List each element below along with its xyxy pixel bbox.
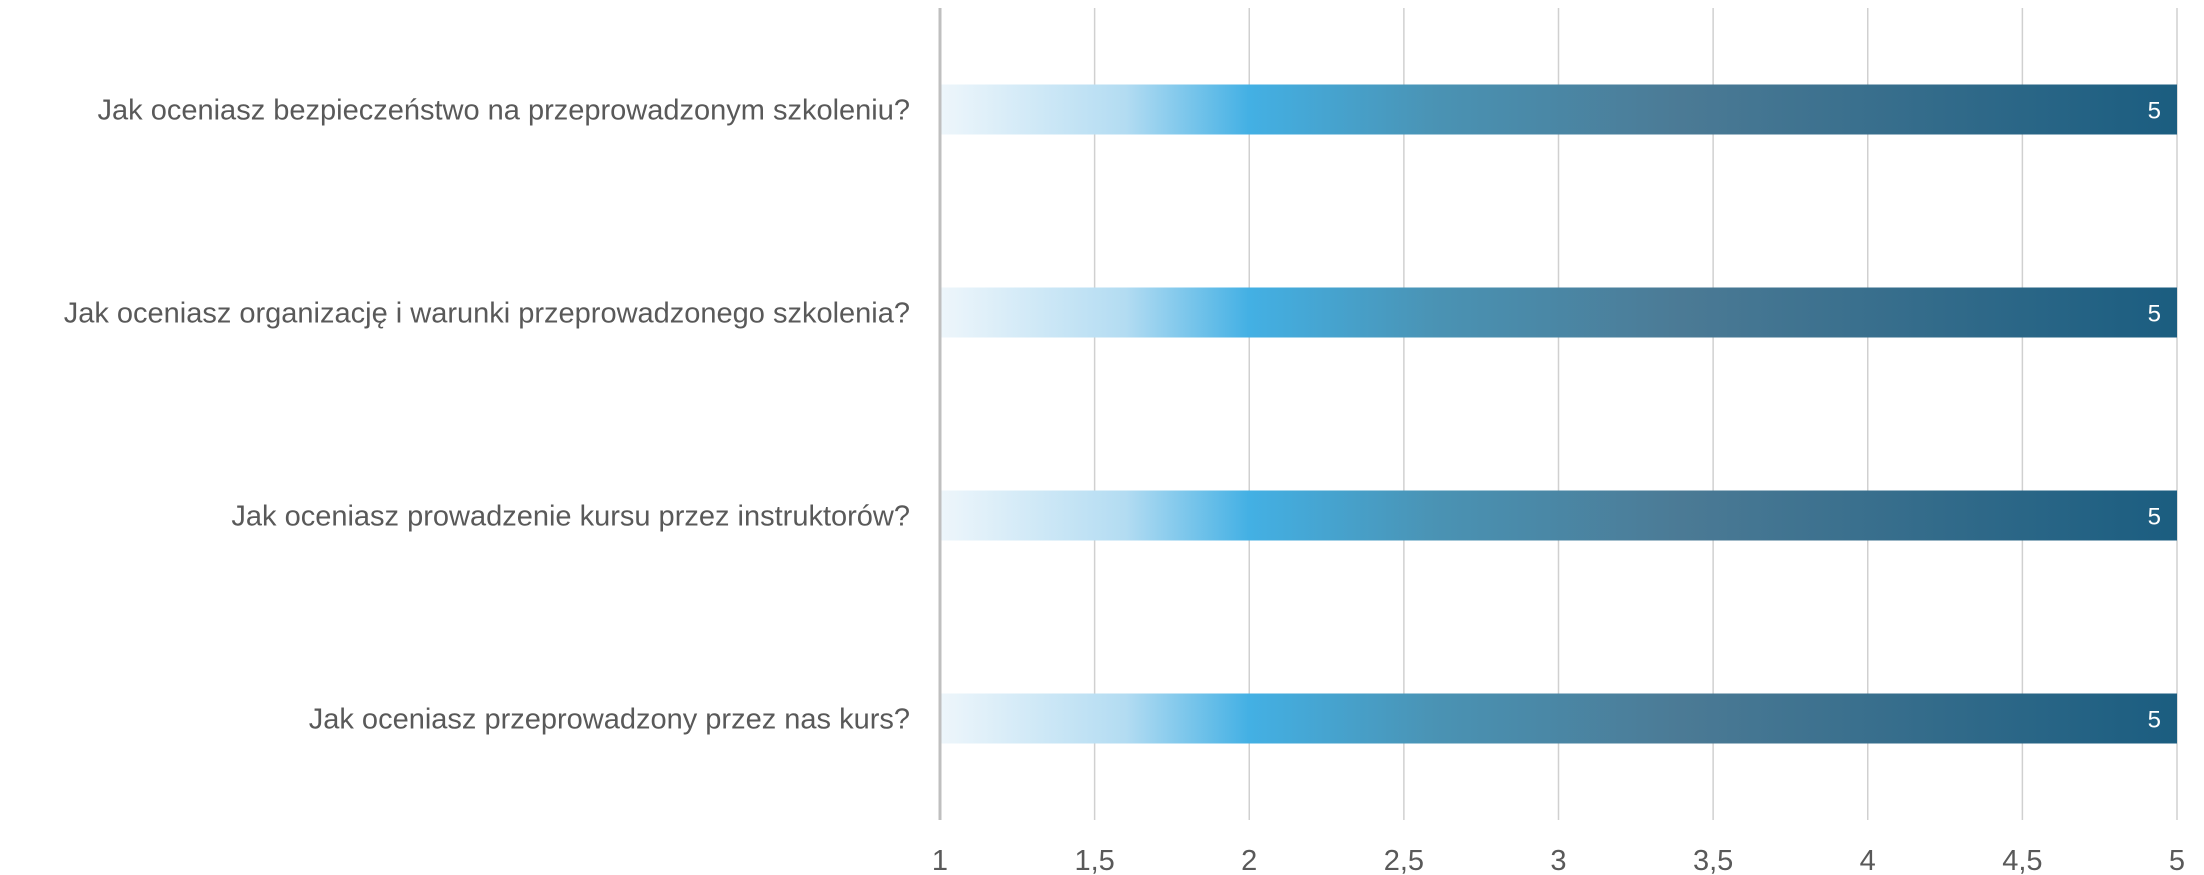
category-label: Jak oceniasz prowadzenie kursu przez ins… [231,501,910,533]
bar [940,490,2177,541]
labels: 1 1,5 2 2,5 3 3,5 4 4,5 5 Jak oceniasz bezpieczeń… [64,95,2185,875]
data-label: 5 [2148,98,2161,125]
bars [940,84,2177,744]
x-tick-label: 2 [1241,845,1257,875]
x-tick-label: 2,5 [1384,845,1424,875]
x-tick-label: 1,5 [1074,845,1114,875]
data-label: 5 [2148,301,2161,328]
category-label: Jak oceniasz bezpieczeństwo na przeprowa… [98,95,910,127]
x-tick-label: 1 [932,845,948,875]
x-tick-label: 3,5 [1693,845,1733,875]
bar [940,84,2177,135]
x-tick-label: 5 [2169,845,2185,875]
data-label: 5 [2148,707,2161,734]
x-tick-label: 4 [1860,845,1876,875]
category-label: Jak oceniasz organizację i warunki przep… [64,298,910,330]
bar [940,287,2177,338]
category-label: Jak oceniasz przeprowadzony przez nas ku… [309,704,910,736]
x-tick-label: 3 [1550,845,1566,875]
bar [940,693,2177,744]
data-label: 5 [2148,504,2161,531]
x-tick-label: 4,5 [2002,845,2042,875]
gridlines [1093,8,2178,820]
